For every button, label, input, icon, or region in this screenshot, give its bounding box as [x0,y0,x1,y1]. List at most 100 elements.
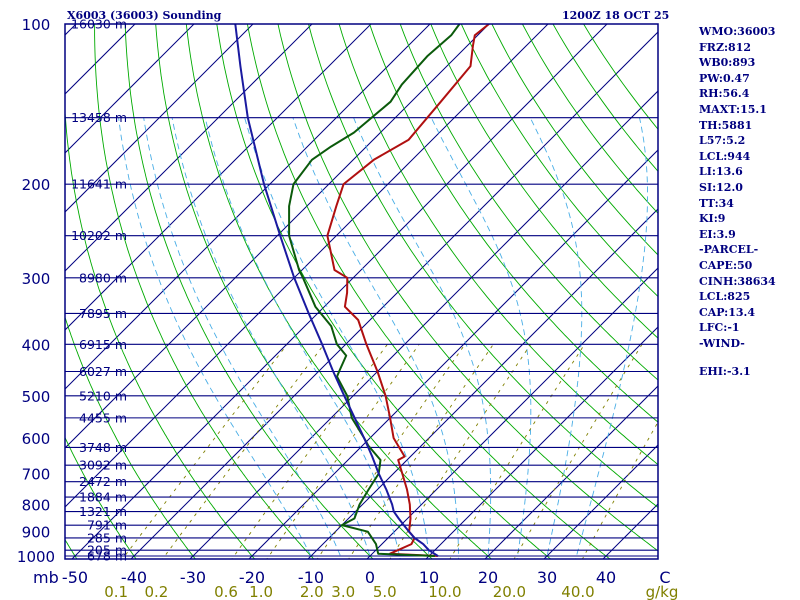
isotherm-line [130,31,658,559]
mixing-ratio-label: 0.1 [104,583,128,600]
pressure-tick-label: 700 [22,466,51,484]
isotherm-line [425,326,658,559]
background-grid [0,12,658,574]
temperature-trace [326,24,490,557]
index-row: EI:3.9 [699,227,736,241]
stability-indices-panel: WMO:36003 FRZ:812 WB0:893 PW:0.47 RH:56.4 MAX… [699,24,776,380]
index-row [699,351,776,364]
dry-adiabat-line [277,24,658,552]
mixing-ratio-line [231,344,388,559]
temp-tick-label: 40 [596,568,616,587]
index-row: LI:13.6 [699,165,743,179]
index-row: CINH:38634 [699,274,776,288]
moist-adiabat-line [430,117,532,559]
height-label: 7895 m [79,306,127,321]
moist-adiabat-line [204,117,401,559]
temp-tick-label: 20 [478,568,498,587]
dry-adiabat-line [399,24,658,381]
pressure-tick-label: 400 [22,336,51,354]
mixing-ratio-label: 0.6 [214,583,238,600]
mixing-ratio-label: 1.0 [249,583,273,600]
height-label: 1884 m [79,490,127,505]
temp-tick-label: -30 [180,568,206,587]
index-row: FRZ:812 [699,40,752,54]
pressure-tick-label: 900 [22,524,51,542]
isotherm-line [307,208,658,559]
dry-adiabat-line [216,24,552,559]
temp-tick-label: 30 [537,568,557,587]
pressure-tick-label: 800 [22,496,51,514]
isotherm-line [0,12,29,574]
temp-tick-label: -50 [62,568,88,587]
index-row: -PARCEL- [699,243,759,257]
height-label: 11641 m [71,177,127,192]
temp-tick-label: -40 [121,568,147,587]
height-label: 3748 m [79,440,127,455]
height-label: 8980 m [79,270,127,285]
height-label: 13458 m [71,110,127,125]
dewpoint-trace [288,24,461,557]
moist-adiabat-line [244,117,430,559]
dry-adiabat-line [65,538,78,559]
temp-tick-label: -10 [298,568,324,587]
isotherm-line [248,149,658,559]
pressure-tick-label: 500 [22,388,51,406]
pressure-tick-label: 1000 [17,548,55,566]
plot-frame [64,23,659,560]
moist-adiabat-line [529,117,583,559]
moist-adiabat-line [143,117,343,559]
station-title: X6003 (36003) Sounding [67,9,222,22]
index-row: KI:9 [699,212,726,226]
index-row: CAP:13.4 [699,305,756,319]
mixing-ratio-line [121,344,288,559]
isotherm-line [65,24,313,272]
pressure-tick-label: 100 [22,16,51,34]
pressure-tick-label: 300 [22,270,51,288]
mixing-ratio-line [581,421,658,559]
dry-adiabat-line [338,24,658,466]
index-row: WMO:36003 [699,25,776,38]
height-label: 16030 m [71,17,127,32]
mixing-ratio-label: 5.0 [373,583,397,600]
dry-adiabat-line [65,315,196,559]
parcel-trace [234,24,439,557]
isotherm-line [65,24,372,331]
temp-tick-label: -20 [239,568,265,587]
height-label: 791 m [87,518,127,533]
index-row: CAPE:50 [699,258,753,272]
mixing-ratio-line [348,344,494,559]
dry-adiabat-line [430,24,658,339]
dry-adiabat-line [94,24,315,559]
isotherm-line [543,444,658,559]
index-row: TT:34 [699,196,734,210]
index-row: WB0:893 [699,56,756,70]
index-row: LCL:825 [699,290,751,304]
moist-adiabat-line [353,117,492,559]
valid-time: 1200Z 18 OCT 25 [562,9,670,22]
dry-adiabat-line [308,24,658,509]
height-label: 5210 m [79,388,127,403]
mixing-ratio-line [266,344,420,559]
mixing-ratio-label: 20.0 [493,583,526,600]
isotherm-line [65,24,195,154]
temp-tick-label: C [659,568,670,587]
axis-unit-mb: mb [33,568,59,587]
index-row: L57:5.2 [699,134,746,148]
height-label: 10202 m [71,228,127,243]
index-row: LFC:-1 [699,321,740,335]
height-label: 6027 m [79,364,127,379]
isotherm-line [65,24,431,390]
dry-adiabat-line [185,24,493,559]
index-row: PW:0.47 [699,71,750,85]
sounding-traces [234,24,490,557]
moist-adiabat-line [171,117,372,559]
dry-adiabat-line [491,24,658,256]
index-row: SI:12.0 [699,180,743,194]
dry-adiabat-line [246,24,611,559]
mixing-ratio-unit: g/kg [646,583,679,600]
dry-adiabat-line [369,24,658,423]
height-label: 285 m [87,530,127,545]
isotherm-line [366,267,658,559]
